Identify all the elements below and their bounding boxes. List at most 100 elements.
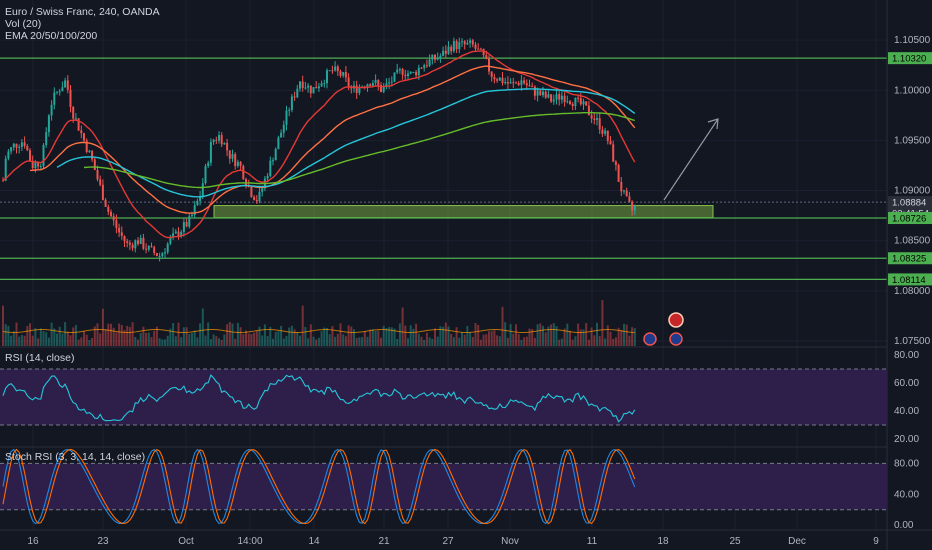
volume-bar xyxy=(96,323,99,346)
rsi-band-fill xyxy=(0,369,887,425)
volume-bar xyxy=(539,323,542,346)
time-tick-label: 23 xyxy=(97,536,109,547)
volume-bar xyxy=(479,339,482,346)
volume-bar xyxy=(177,322,180,346)
candle-body xyxy=(417,67,420,76)
candle-body xyxy=(566,101,569,103)
candle-body xyxy=(461,41,463,43)
volume-bar xyxy=(207,322,210,346)
horizontal-levels[interactable] xyxy=(0,57,887,281)
volume-bar xyxy=(255,330,258,346)
candle-body xyxy=(147,246,150,250)
volume-bar xyxy=(74,325,77,346)
candle-body xyxy=(563,95,566,103)
candle-body xyxy=(220,135,223,145)
volume-bar xyxy=(328,334,331,346)
candle-body xyxy=(91,150,94,160)
candle-body xyxy=(282,124,285,133)
volume-bar xyxy=(274,331,277,346)
candle-body xyxy=(633,205,636,211)
candle-body xyxy=(469,40,472,43)
candle-body xyxy=(371,83,374,86)
volume-bar xyxy=(239,327,242,346)
stoch-d-line xyxy=(2,448,636,525)
candle-body xyxy=(560,95,563,100)
ema-50-line xyxy=(29,65,636,214)
price-axis[interactable]: 1.10500 1.10000 1.09500 1.09000 1.08500 1.080… xyxy=(888,35,932,347)
candle-body xyxy=(58,91,61,93)
event-icons[interactable] xyxy=(643,312,684,346)
volume-bar xyxy=(107,323,110,346)
volume-bar xyxy=(10,335,13,346)
volume-bar xyxy=(625,324,628,346)
candle-body xyxy=(493,77,496,80)
volume-bar xyxy=(606,325,609,346)
candle-body xyxy=(66,80,69,90)
volume-bar xyxy=(37,338,40,346)
volume-bar xyxy=(450,333,453,346)
candle-body xyxy=(420,67,423,69)
volume-bar xyxy=(282,338,285,346)
projection-arrow[interactable] xyxy=(663,118,719,201)
time-tick-label: Oct xyxy=(178,536,194,547)
volume-bar xyxy=(404,325,407,346)
rsi-pane[interactable]: 80.00 60.00 40.00 20.00 xyxy=(0,350,919,445)
candle-body xyxy=(369,84,372,86)
volume-bar xyxy=(523,337,526,346)
volume-bar xyxy=(263,324,266,346)
volume-bar xyxy=(164,339,166,346)
candle-body xyxy=(555,94,558,100)
support-zone-rect[interactable] xyxy=(213,205,714,219)
price-pane[interactable] xyxy=(0,37,887,346)
candle-body xyxy=(547,94,550,98)
candle-body xyxy=(425,65,428,67)
stoch-rsi-pane[interactable]: 80.00 40.00 0.00 xyxy=(0,448,919,532)
time-axis[interactable]: 16 23 Oct 14:00 14 21 27 Nov 11 18 25 Dec 9 xyxy=(27,536,879,547)
candle-body xyxy=(20,142,23,147)
candle-body xyxy=(396,69,399,73)
time-tick-label: 14 xyxy=(308,536,320,547)
candle-body xyxy=(631,201,634,211)
volume-bar xyxy=(466,325,469,346)
volume-bar xyxy=(371,329,374,346)
volume-bar xyxy=(504,322,507,346)
candle-body xyxy=(434,54,436,60)
volume-bar xyxy=(31,335,34,346)
volume-bar xyxy=(26,326,29,346)
price-tag-label: 1.08726 xyxy=(892,214,926,225)
candle-body xyxy=(328,70,331,72)
stoch-rsi-label: Stoch RSI (3, 3, 14, 14, close) xyxy=(5,451,145,463)
price-tag-label: 1.08325 xyxy=(892,254,926,265)
volume-bar xyxy=(428,337,431,346)
candle-body xyxy=(74,118,77,120)
volume-bar xyxy=(209,339,212,346)
candle-body xyxy=(625,190,628,197)
volume-bar xyxy=(47,337,50,346)
volume-bar xyxy=(344,336,347,346)
volume-bar xyxy=(574,336,577,346)
time-tick-label: 18 xyxy=(657,536,669,547)
candle-body xyxy=(277,137,280,150)
volume-bar xyxy=(563,328,566,346)
candle-body xyxy=(137,240,139,244)
volume-bar xyxy=(118,323,121,346)
candle-body xyxy=(174,231,177,234)
candle-body xyxy=(323,83,326,85)
candle-body xyxy=(266,176,269,179)
candle-body xyxy=(326,70,328,84)
volume-bar xyxy=(393,328,396,346)
volume-bar xyxy=(609,331,612,346)
candle-body xyxy=(509,82,512,84)
volume-bar xyxy=(2,305,4,346)
candle-body xyxy=(620,181,623,192)
candle-body xyxy=(153,247,156,253)
candle-body xyxy=(590,115,593,119)
candle-body xyxy=(358,86,361,93)
volume-bar xyxy=(309,324,312,346)
candle-body xyxy=(628,196,631,202)
volume-bar xyxy=(350,326,353,346)
volume-bar xyxy=(369,329,372,346)
event-flag-icon xyxy=(668,312,684,328)
ema-200-line xyxy=(83,111,635,189)
